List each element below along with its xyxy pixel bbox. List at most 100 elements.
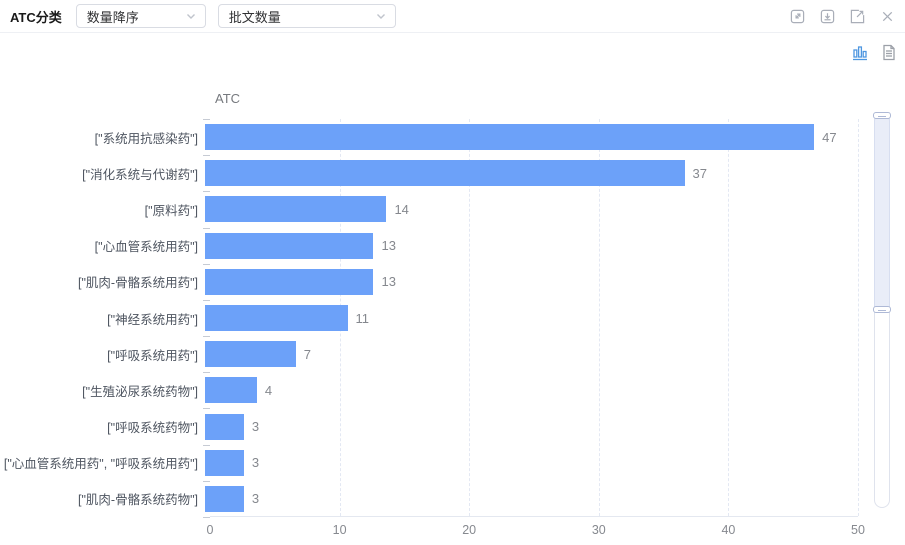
bar-row: ["消化系统与代谢药"] 37 — [0, 155, 874, 191]
bar-rows: ["系统用抗感染药"] 47 ["消化系统与代谢药"] 37 ["原料药"] 14 ["心血… — [0, 119, 874, 517]
bar[interactable] — [205, 341, 296, 368]
bar-row: ["肌肉-骨骼系统药物"] 3 — [0, 481, 874, 517]
value-label: 13 — [381, 274, 396, 290]
bar-row: ["系统用抗感染药"] 47 — [0, 119, 874, 155]
panel-header: ATC分类 数量降序 批文数量 — [0, 0, 905, 33]
value-label: 37 — [692, 165, 707, 181]
chevron-down-icon — [376, 14, 385, 19]
category-label: ["神经系统用药"] — [107, 312, 198, 327]
bar-track: 3 — [205, 409, 874, 445]
bar-row: ["生殖泌尿系统药物"] 4 — [0, 372, 874, 408]
bar-row: ["呼吸系统用药"] 7 — [0, 336, 874, 372]
bar-row: ["呼吸系统药物"] 3 — [0, 409, 874, 445]
datazoom-slider[interactable] — [873, 112, 891, 508]
fullscreen-icon[interactable] — [790, 9, 805, 24]
x-axis-tick-label: 10 — [332, 523, 347, 537]
x-axis-tick-label: 50 — [851, 523, 865, 537]
y-axis-tick — [203, 227, 210, 229]
gridline — [469, 119, 471, 516]
y-axis-ticks — [203, 119, 210, 518]
close-icon[interactable] — [880, 9, 895, 24]
bar[interactable] — [205, 449, 244, 476]
category-label: ["心血管系统用药"] — [94, 240, 198, 255]
external-link-icon[interactable] — [850, 9, 865, 24]
bar-track: 7 — [205, 336, 874, 372]
bar-row: ["心血管系统用药"] 13 — [0, 228, 874, 264]
bar-track: 37 — [205, 155, 874, 191]
value-label: 13 — [381, 238, 396, 254]
chevron-down-icon — [186, 14, 195, 19]
bar-track: 47 — [205, 119, 874, 155]
x-axis-labels: 0 10 20 30 40 50 — [0, 523, 905, 539]
value-label: 3 — [251, 491, 260, 507]
x-axis-tick-label: 30 — [591, 523, 606, 537]
y-axis-tick — [203, 263, 210, 265]
bar-track: 11 — [205, 300, 874, 336]
y-axis-tick — [203, 155, 210, 157]
y-axis-tick — [203, 336, 210, 338]
gridline — [728, 119, 730, 516]
sort-order-select[interactable]: 数量降序 — [75, 4, 206, 28]
category-label: ["消化系统与代谢药"] — [82, 167, 198, 182]
y-axis-tick — [203, 119, 210, 120]
metric-value: 批文数量 — [228, 9, 281, 25]
category-label: ["系统用抗感染药"] — [94, 131, 198, 146]
x-axis-tick-label: 40 — [721, 523, 736, 537]
category-label: ["肌肉-骨骼系统药物"] — [78, 493, 198, 508]
bar[interactable] — [205, 268, 374, 295]
y-axis-tick — [203, 191, 210, 193]
x-axis-tick-label: 0 — [206, 523, 214, 537]
bar[interactable] — [205, 232, 374, 259]
y-axis-tick — [203, 372, 210, 374]
x-axis-tick-label: 20 — [462, 523, 477, 537]
bar[interactable] — [205, 124, 815, 151]
value-label: 4 — [264, 382, 273, 398]
y-axis-tick — [203, 408, 210, 410]
sort-order-value: 数量降序 — [86, 9, 139, 25]
bar-track: 3 — [205, 445, 874, 481]
category-label: ["生殖泌尿系统药物"] — [82, 384, 198, 399]
document-icon[interactable] — [881, 44, 897, 61]
category-label: ["呼吸系统药物"] — [107, 421, 198, 436]
bar-track: 14 — [205, 191, 874, 227]
bar[interactable] — [205, 160, 685, 187]
chart-title: ATC — [215, 91, 241, 106]
bar[interactable] — [205, 485, 244, 512]
bar-track: 3 — [205, 481, 874, 517]
bar-track: 4 — [205, 372, 874, 408]
category-label: ["肌肉-骨骼系统用药"] — [78, 276, 198, 291]
value-label: 3 — [251, 455, 260, 471]
bar[interactable] — [205, 305, 348, 332]
datazoom-handle-top[interactable] — [873, 112, 891, 119]
panel-title: ATC分类 — [10, 9, 62, 25]
category-label: ["呼吸系统用药"] — [107, 348, 198, 363]
gridline — [858, 119, 859, 516]
datazoom-selected-range[interactable] — [874, 113, 890, 310]
y-axis-tick — [203, 517, 210, 518]
bar-track: 13 — [205, 228, 874, 264]
category-label: ["原料药"] — [144, 203, 198, 218]
value-label: 47 — [822, 129, 837, 145]
bar-row: ["神经系统用药"] 11 — [0, 300, 874, 336]
y-axis-tick — [203, 480, 210, 482]
bar-row: ["肌肉-骨骼系统用药"] 13 — [0, 264, 874, 300]
bar-row: ["原料药"] 14 — [0, 191, 874, 227]
gridline — [598, 119, 600, 516]
category-label: ["心血管系统用药", "呼吸系统用药"] — [3, 457, 198, 472]
bar-track: 13 — [205, 264, 874, 300]
y-axis-tick — [203, 444, 210, 446]
view-toolbar — [852, 44, 897, 61]
value-label: 3 — [251, 419, 260, 435]
datazoom-handle-bottom[interactable] — [873, 306, 891, 313]
value-label: 14 — [394, 201, 409, 217]
bar[interactable] — [205, 377, 257, 404]
bar-chart-icon[interactable] — [852, 44, 868, 61]
bar[interactable] — [205, 196, 387, 223]
download-icon[interactable] — [820, 9, 835, 24]
bar-row: ["心血管系统用药", "呼吸系统用药"] 3 — [0, 445, 874, 481]
metric-select[interactable]: 批文数量 — [217, 4, 396, 28]
y-axis-tick — [203, 299, 210, 301]
bar[interactable] — [205, 413, 244, 440]
value-label: 11 — [355, 310, 370, 326]
